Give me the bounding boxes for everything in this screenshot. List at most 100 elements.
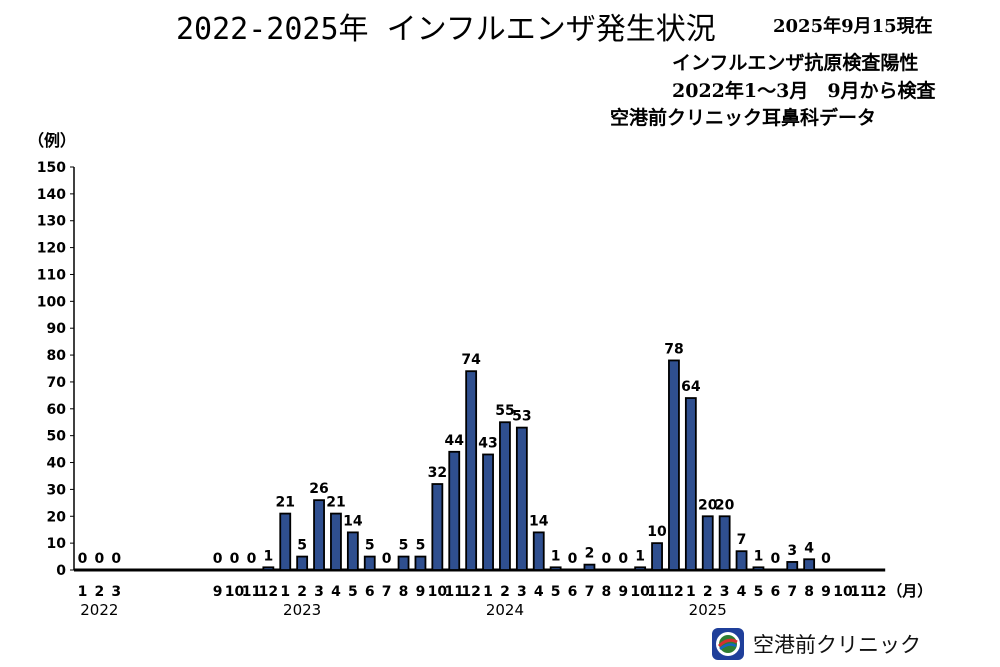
y-tick-label: 60 — [47, 402, 67, 418]
x-tick-label: 8 — [399, 584, 409, 600]
x-tick-label: 12 — [664, 584, 683, 600]
x-tick-label: 2 — [703, 584, 713, 600]
bar — [330, 512, 342, 571]
x-axis-unit: （月） — [887, 582, 932, 600]
x-tick-label: 9 — [821, 584, 831, 600]
bar-value-label: 7 — [737, 532, 747, 548]
x-tick-label: 6 — [568, 584, 578, 600]
bar-value-label: 20 — [698, 497, 718, 513]
bar-value-label: 64 — [681, 379, 701, 395]
bar — [583, 563, 596, 571]
bar-value-label: 55 — [495, 403, 514, 419]
x-tick-label: 12 — [259, 584, 278, 600]
bar-value-label: 0 — [382, 551, 392, 567]
bar-value-label: 0 — [230, 551, 240, 567]
bar — [532, 531, 545, 571]
y-tick-label: 150 — [37, 160, 66, 176]
bar — [346, 531, 359, 571]
bar — [431, 483, 444, 571]
y-tick-label: 140 — [37, 187, 66, 203]
bar-value-label: 5 — [297, 538, 307, 554]
bar — [499, 421, 511, 571]
clinic-name: 空港前クリニック — [753, 633, 921, 657]
bar — [549, 566, 562, 571]
x-tick-label: 2 — [500, 584, 510, 600]
bar-value-label: 10 — [647, 524, 667, 540]
y-tick-label: 110 — [37, 267, 66, 283]
clinic-logo: 空港前クリニック — [711, 627, 921, 661]
year-label: 2022 — [80, 601, 118, 619]
bar — [313, 499, 325, 571]
as-of-date: 2025年9月15現在 — [773, 16, 933, 37]
bar-value-label: 0 — [618, 551, 628, 567]
bar-value-label: 26 — [309, 481, 328, 497]
clinic-logo-icon — [712, 628, 744, 660]
bar — [651, 542, 663, 571]
bar-value-label: 0 — [94, 551, 104, 567]
bar — [262, 566, 275, 571]
bar-value-label: 5 — [399, 538, 409, 554]
bar-value-label: 0 — [821, 551, 831, 567]
y-tick-label: 80 — [47, 348, 67, 364]
bar-value-label: 32 — [428, 465, 447, 481]
x-tick-label: 4 — [331, 584, 341, 600]
bar — [397, 555, 410, 571]
y-axis-unit: （例） — [28, 131, 77, 150]
y-tick-label: 40 — [47, 456, 67, 472]
x-tick-label: 11 — [445, 584, 464, 600]
bar-value-label: 4 — [804, 540, 814, 556]
x-tick-label: 3 — [517, 584, 527, 600]
x-tick-label: 1 — [78, 584, 88, 600]
year-label: 2025 — [689, 601, 727, 619]
y-tick-label: 70 — [47, 375, 67, 391]
year-label: 2024 — [486, 601, 524, 619]
bar-value-label: 21 — [326, 495, 345, 511]
x-tick-label: 3 — [720, 584, 730, 600]
x-tick-label: 9 — [618, 584, 628, 600]
bar-value-label: 1 — [635, 548, 645, 564]
x-tick-label: 9 — [416, 584, 426, 600]
bar — [786, 561, 799, 571]
x-tick-label: 5 — [348, 584, 358, 600]
y-tick-label: 90 — [47, 321, 67, 337]
x-tick-label: 12 — [867, 584, 886, 600]
bar — [684, 397, 697, 571]
bar — [701, 515, 714, 571]
bar-value-label: 3 — [787, 543, 797, 559]
bar — [515, 426, 528, 571]
bar-value-label: 44 — [445, 433, 465, 449]
x-tick-label: 1 — [483, 584, 493, 600]
bar — [718, 515, 731, 571]
x-tick-label: 8 — [804, 584, 814, 600]
x-tick-label: 1 — [686, 584, 696, 600]
x-tick-label: 8 — [601, 584, 611, 600]
bar-value-label: 1 — [551, 548, 561, 564]
bar-value-label: 5 — [365, 538, 375, 554]
bar — [482, 453, 494, 571]
bar — [279, 512, 292, 571]
bar-value-label: 21 — [276, 495, 295, 511]
x-tick-label: 3 — [314, 584, 324, 600]
bar-value-label: 0 — [770, 551, 780, 567]
bar — [668, 359, 680, 571]
bar-value-label: 0 — [78, 551, 88, 567]
x-tick-label: 11 — [850, 584, 869, 600]
bar-value-label: 14 — [343, 513, 363, 529]
bar — [448, 450, 461, 571]
bar-value-label: 2 — [585, 546, 595, 562]
x-tick-label: 11 — [647, 584, 666, 600]
bar-value-label: 0 — [601, 551, 611, 567]
x-tick-label: 2 — [297, 584, 307, 600]
bar — [803, 558, 816, 571]
x-tick-label: 2 — [94, 584, 104, 600]
bar — [465, 370, 478, 571]
bar-value-label: 43 — [478, 435, 497, 451]
bar-value-label: 0 — [568, 551, 578, 567]
bar-value-label: 0 — [247, 551, 257, 567]
bar-value-label: 5 — [416, 538, 426, 554]
y-tick-label: 50 — [47, 429, 67, 445]
x-tick-label: 12 — [461, 584, 480, 600]
x-tick-label: 10 — [630, 584, 650, 600]
x-tick-label: 10 — [225, 584, 245, 600]
x-tick-label: 5 — [754, 584, 764, 600]
